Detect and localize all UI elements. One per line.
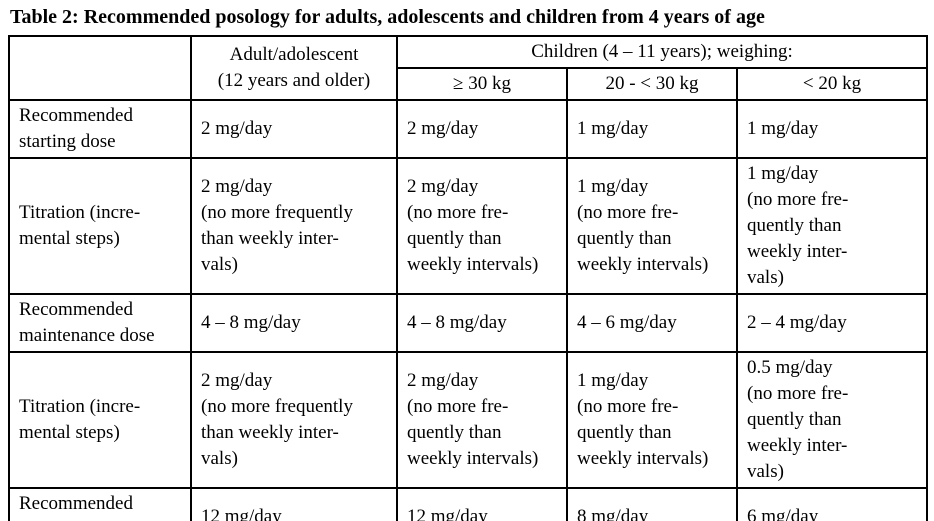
dose-cell: 2 mg/day (no more frequently than weekly… [190, 351, 398, 489]
dose-cell: 1 mg/day (no more fre- quently than week… [736, 157, 928, 295]
table-caption: Table 2: Recommended posology for adults… [10, 6, 765, 28]
table-row-starting-dose: Recommended starting dose 2 mg/day 2 mg/… [8, 99, 928, 159]
posology-table: Adult/adolescent (12 years and older) Ch… [8, 35, 928, 521]
dose-cell: 6 mg/day [736, 487, 928, 521]
header-row-1: Adult/adolescent (12 years and older) Ch… [8, 35, 928, 101]
col-header-weight-20-30kg: 20 - < 30 kg [566, 67, 738, 101]
dose-cell: 1 mg/day [566, 99, 738, 159]
row-label: Titration (incre- mental steps) [8, 351, 192, 489]
dose-cell: 2 mg/day [190, 99, 398, 159]
table-row-maximum-dose: Recommended maximum dose 12 mg/day 12 mg… [8, 487, 928, 521]
dose-cell: 2 mg/day (no more fre- quently than week… [396, 351, 568, 489]
dose-cell: 12 mg/day [190, 487, 398, 521]
col-header-children-group: Children (4 – 11 years); weighing: [396, 35, 928, 69]
row-label: Recommended starting dose [8, 99, 192, 159]
dose-cell: 8 mg/day [566, 487, 738, 521]
table-row-maintenance-dose: Recommended maintenance dose 4 – 8 mg/da… [8, 293, 928, 353]
table-row-titration-1: Titration (incre- mental steps) 2 mg/day… [8, 157, 928, 295]
dose-cell: 2 mg/day (no more fre- quently than week… [396, 157, 568, 295]
dose-cell: 1 mg/day [736, 99, 928, 159]
dose-cell: 2 mg/day [396, 99, 568, 159]
dose-cell: 2 mg/day (no more frequently than weekly… [190, 157, 398, 295]
row-label: Recommended maximum dose [8, 487, 192, 521]
dose-cell: 1 mg/day (no more fre- quently than week… [566, 157, 738, 295]
table-row-titration-2: Titration (incre- mental steps) 2 mg/day… [8, 351, 928, 489]
dose-cell: 12 mg/day [396, 487, 568, 521]
header-row-2: ≥ 30 kg 20 - < 30 kg < 20 kg [9, 67, 928, 101]
corner-cell [8, 35, 192, 101]
col-header-weight-under-20kg: < 20 kg [736, 67, 928, 101]
dose-cell: 0.5 mg/day (no more fre- quently than we… [736, 351, 928, 489]
dose-cell: 2 – 4 mg/day [736, 293, 928, 353]
dose-cell: 4 – 6 mg/day [566, 293, 738, 353]
dose-cell: 1 mg/day (no more fre- quently than week… [566, 351, 738, 489]
dose-cell: 4 – 8 mg/day [396, 293, 568, 353]
col-header-weight-30kg-plus: ≥ 30 kg [396, 67, 568, 101]
row-label: Recommended maintenance dose [8, 293, 192, 353]
dose-cell: 4 – 8 mg/day [190, 293, 398, 353]
row-label: Titration (incre- mental steps) [8, 157, 192, 295]
col-header-adult: Adult/adolescent (12 years and older) [190, 35, 398, 101]
